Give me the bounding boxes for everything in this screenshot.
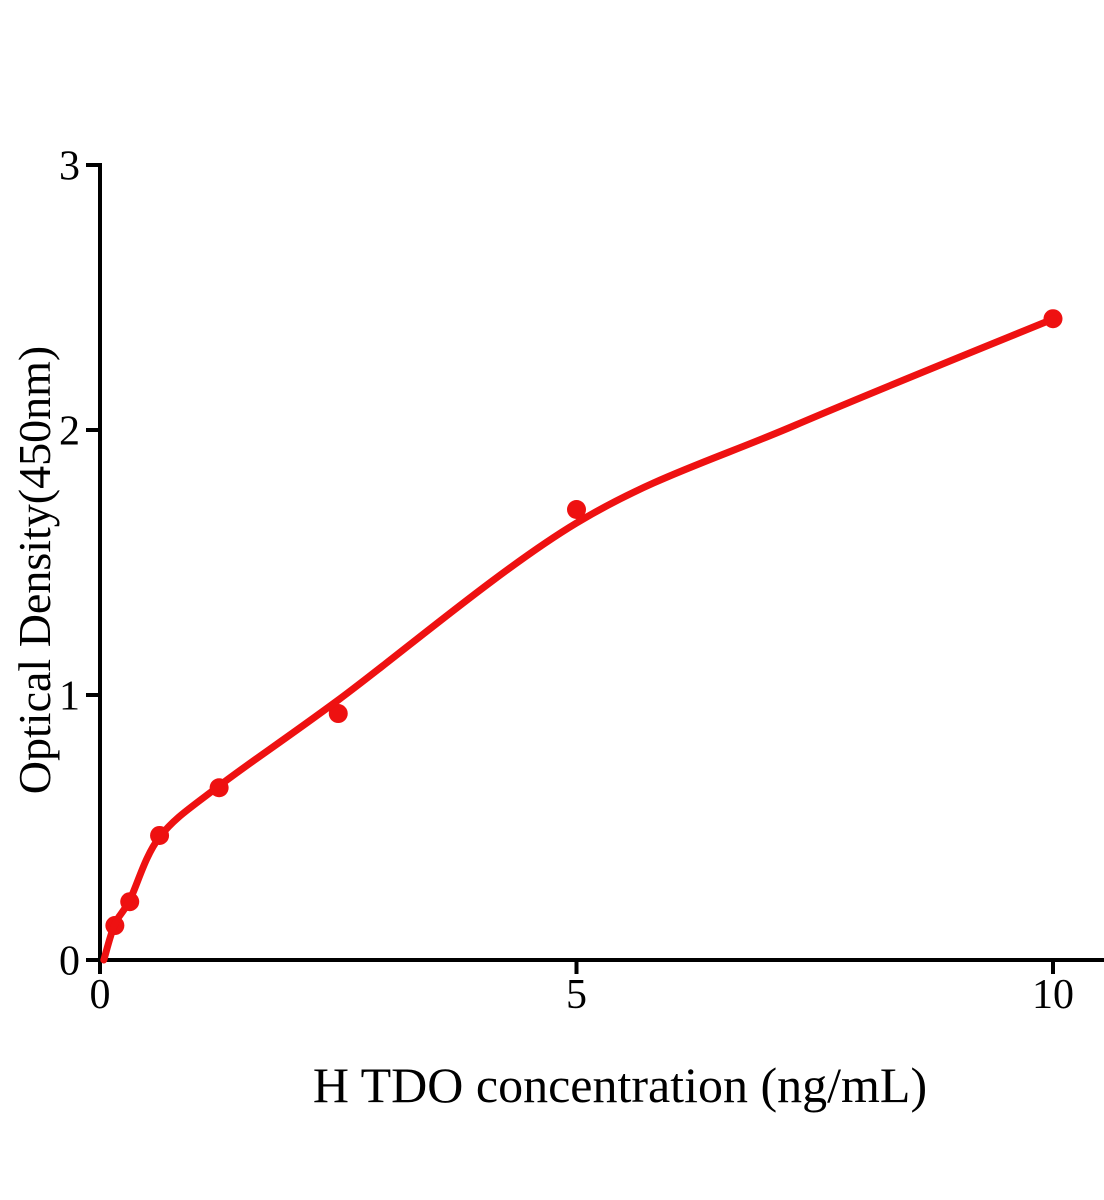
y-tick-label: 1 [59, 674, 80, 720]
x-tick-label: 10 [1032, 972, 1074, 1018]
data-point [328, 704, 348, 724]
x-axis-title: H TDO concentration (ng/mL) [313, 1057, 927, 1113]
y-tick-label: 3 [59, 144, 80, 190]
data-point [567, 500, 586, 519]
fit-curve [100, 315, 1057, 964]
y-axis-title: Optical Density(450nm) [9, 346, 60, 794]
x-tick-label: 0 [90, 972, 111, 1018]
y-tick-label: 2 [59, 409, 80, 455]
x-tick-label: 5 [566, 972, 587, 1018]
y-tick-label: 0 [59, 939, 80, 985]
